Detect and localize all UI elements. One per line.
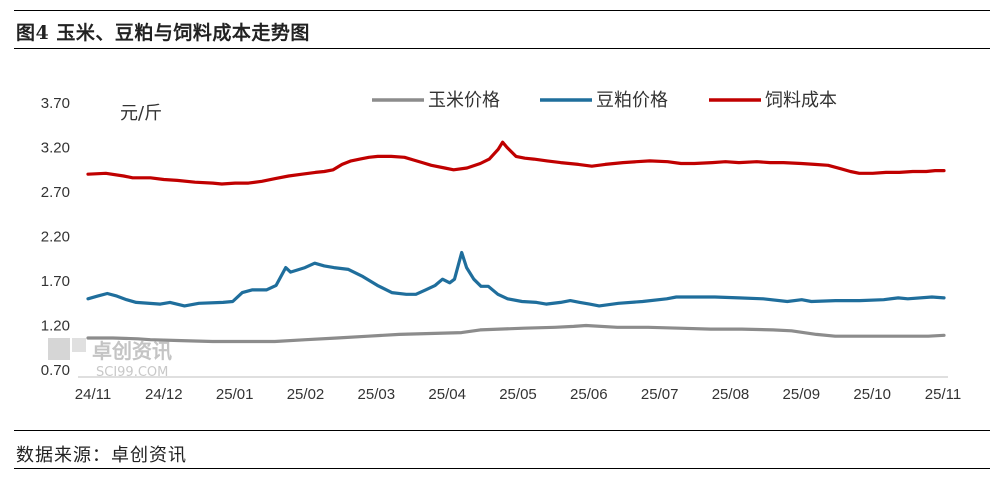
y-tick-label: 1.20	[41, 318, 70, 335]
chart: 卓创资讯 SCI99.COM 0.70 1.20 1.70 2.20 2.70 3.20 3…	[41, 90, 961, 403]
y-tick-label: 0.70	[41, 362, 70, 379]
x-tick-label: 25/08	[712, 386, 750, 403]
x-tick-label: 25/03	[358, 386, 396, 403]
y-tick-label: 2.20	[41, 229, 70, 246]
bottom-rule	[14, 468, 990, 469]
watermark: 卓创资讯 SCI99.COM	[48, 338, 172, 380]
y-tick-label: 3.70	[41, 95, 70, 112]
watermark-logo-icon	[72, 338, 86, 352]
x-tick-label: 24/12	[145, 386, 183, 403]
x-tick-label: 25/07	[641, 386, 679, 403]
legend-label: 玉米价格	[428, 90, 500, 111]
title-rule	[14, 48, 990, 49]
series-line-2	[86, 250, 946, 308]
source-rule	[14, 430, 990, 431]
series-line-3	[86, 140, 946, 186]
x-ticks: 24/11 24/12 25/01 25/02 25/03 25/04 25/05 25/06…	[75, 386, 961, 403]
x-tick-label: 24/11	[75, 386, 111, 403]
top-rule	[14, 10, 990, 11]
watermark-logo-icon	[48, 338, 70, 360]
legend: 玉米价格 豆粕价格 饲料成本	[372, 90, 837, 111]
watermark-name: 卓创资讯	[92, 339, 172, 363]
data-source: 数据来源：卓创资讯	[16, 445, 187, 466]
x-tick-label: 25/09	[783, 386, 821, 403]
y-tick-label: 2.70	[41, 184, 70, 201]
series-lines	[86, 140, 946, 344]
x-tick-label: 25/11	[925, 386, 961, 403]
y-ticks: 0.70 1.20 1.70 2.20 2.70 3.20 3.70	[41, 95, 70, 379]
legend-label: 豆粕价格	[596, 90, 668, 111]
x-tick-label: 25/01	[216, 386, 254, 403]
unit-label: 元/斤	[120, 103, 162, 124]
x-tick-label: 25/06	[570, 386, 608, 403]
legend-label: 饲料成本	[765, 90, 837, 111]
x-tick-label: 25/05	[499, 386, 537, 403]
x-tick-label: 25/10	[853, 386, 891, 403]
y-tick-label: 1.70	[41, 273, 70, 290]
watermark-site: SCI99.COM	[96, 365, 168, 380]
x-tick-label: 25/02	[287, 386, 325, 403]
x-tick-label: 25/04	[428, 386, 466, 403]
y-tick-label: 3.20	[41, 140, 70, 157]
chart-title: 图4 玉米、豆粕与饲料成本走势图	[16, 22, 310, 44]
series-line-1	[86, 323, 946, 344]
